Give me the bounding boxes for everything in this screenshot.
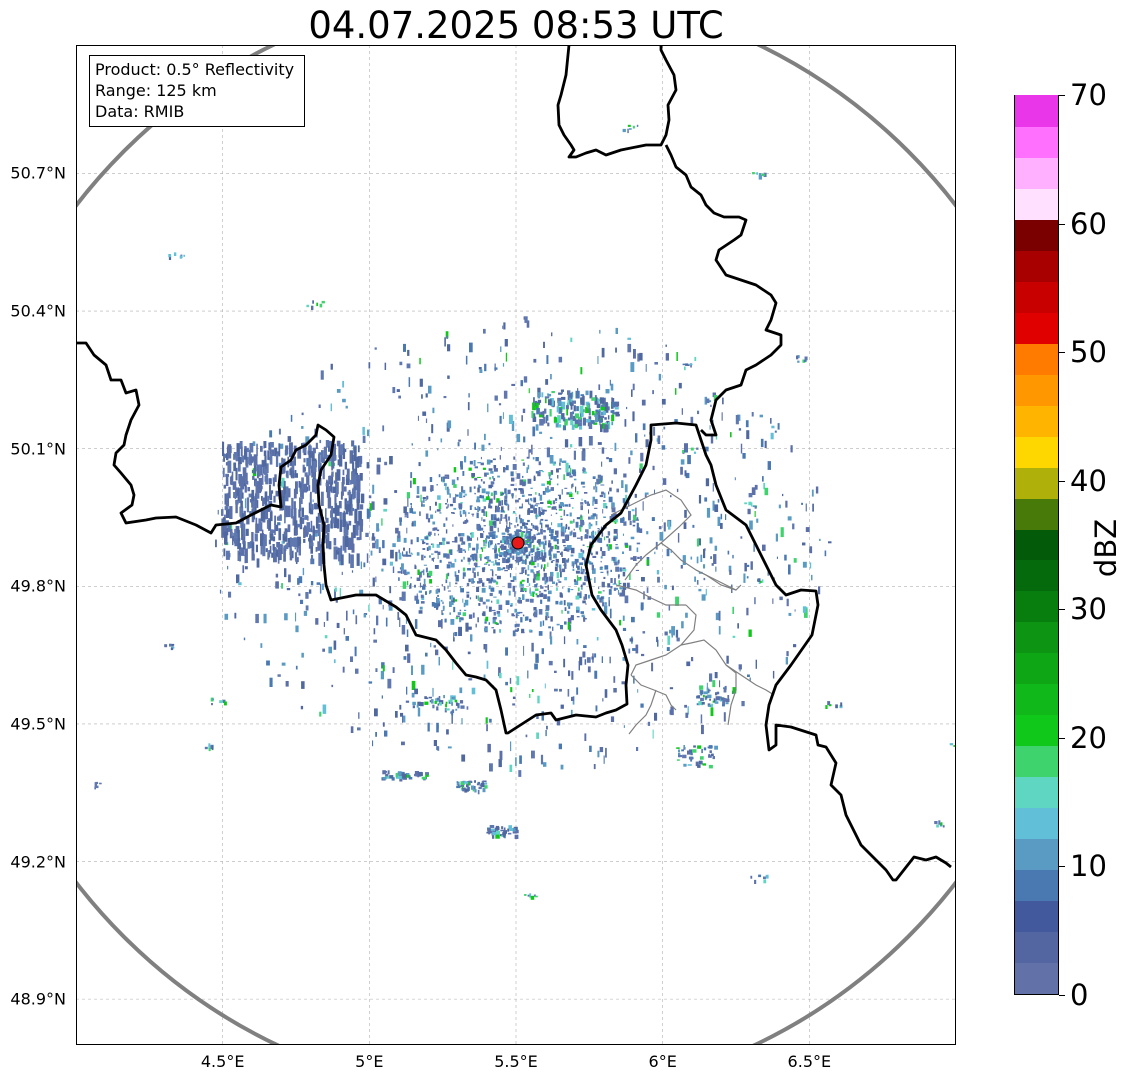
colorbar-band (1015, 621, 1058, 654)
radar-map (76, 45, 956, 1045)
colorbar-tick-label: 70 (1070, 78, 1107, 112)
colorbar-band (1015, 497, 1058, 530)
lat-tick-label: 49.8°N (10, 576, 66, 596)
colorbar-band (1015, 559, 1058, 592)
colorbar-tick-mark (1059, 737, 1065, 739)
colorbar-band (1015, 714, 1058, 747)
colorbar-band (1015, 776, 1058, 809)
colorbar-band (1015, 745, 1058, 778)
colorbar (1014, 95, 1059, 995)
colorbar-band (1015, 188, 1058, 220)
colorbar-band (1015, 869, 1058, 902)
info-product: Product: 0.5° Reflectivity (95, 60, 295, 79)
colorbar-band (1015, 590, 1058, 623)
colorbar-tick-label: 30 (1070, 592, 1107, 627)
info-data-source: Data: RMIB (95, 102, 185, 121)
lon-tick-label: 6°E (648, 1052, 677, 1071)
colorbar-band (1015, 838, 1058, 871)
colorbar-band (1015, 683, 1058, 716)
colorbar-tick-mark (1059, 352, 1065, 354)
colorbar-band (1015, 95, 1058, 127)
colorbar-band (1015, 467, 1058, 499)
admin-boundaries (610, 489, 775, 735)
colorbar-tick-mark (1059, 995, 1065, 996)
colorbar-band (1015, 405, 1058, 437)
colorbar-tick-mark (1059, 866, 1065, 868)
national-borders (76, 45, 952, 882)
lon-tick-label: 5°E (355, 1052, 384, 1071)
colorbar-band (1015, 931, 1058, 964)
colorbar-band (1015, 807, 1058, 840)
colorbar-tick-label: 50 (1070, 335, 1107, 370)
colorbar-band (1015, 652, 1058, 685)
colorbar-band (1015, 219, 1058, 251)
lat-tick-label: 50.7°N (10, 163, 66, 183)
info-range: Range: 125 km (95, 81, 217, 100)
lat-tick-label: 48.9°N (10, 989, 66, 1009)
colorbar-tick-label: 0 (1070, 978, 1089, 1012)
map-frame (76, 45, 956, 1045)
colorbar-tick-label: 20 (1070, 720, 1107, 755)
lon-tick-label: 6.5°E (787, 1052, 832, 1071)
colorbar-band (1015, 374, 1058, 406)
colorbar-label: dBZ (1089, 518, 1123, 578)
colorbar-tick-label: 10 (1070, 849, 1107, 884)
colorbar-tick-mark (1059, 480, 1065, 482)
lon-tick-label: 4.5°E (200, 1052, 245, 1071)
colorbar-band (1015, 528, 1058, 561)
lon-tick-label: 5.5°E (494, 1052, 538, 1071)
lat-tick-label: 50.4°N (10, 301, 66, 321)
colorbar-band (1015, 312, 1058, 344)
lat-tick-label: 49.5°N (10, 714, 66, 734)
map-title: 04.07.2025 08:53 UTC (308, 4, 724, 47)
colorbar-tick-mark (1059, 95, 1065, 96)
radar-site-marker (511, 536, 525, 550)
colorbar-band (1015, 900, 1058, 933)
colorbar-band (1015, 343, 1058, 375)
colorbar-band (1015, 962, 1058, 994)
info-box: Product: 0.5° Reflectivity Range: 125 km… (89, 55, 305, 127)
colorbar-band (1015, 281, 1058, 313)
lat-tick-label: 50.1°N (10, 439, 66, 459)
colorbar-band (1015, 126, 1058, 158)
colorbar-tick-label: 40 (1070, 463, 1107, 498)
colorbar-tick-mark (1059, 223, 1065, 225)
colorbar-band (1015, 436, 1058, 468)
colorbar-band (1015, 250, 1058, 282)
colorbar-band (1015, 157, 1058, 189)
lat-tick-label: 49.2°N (10, 852, 66, 871)
colorbar-tick-label: 60 (1070, 206, 1107, 241)
colorbar-tick-mark (1059, 609, 1065, 611)
